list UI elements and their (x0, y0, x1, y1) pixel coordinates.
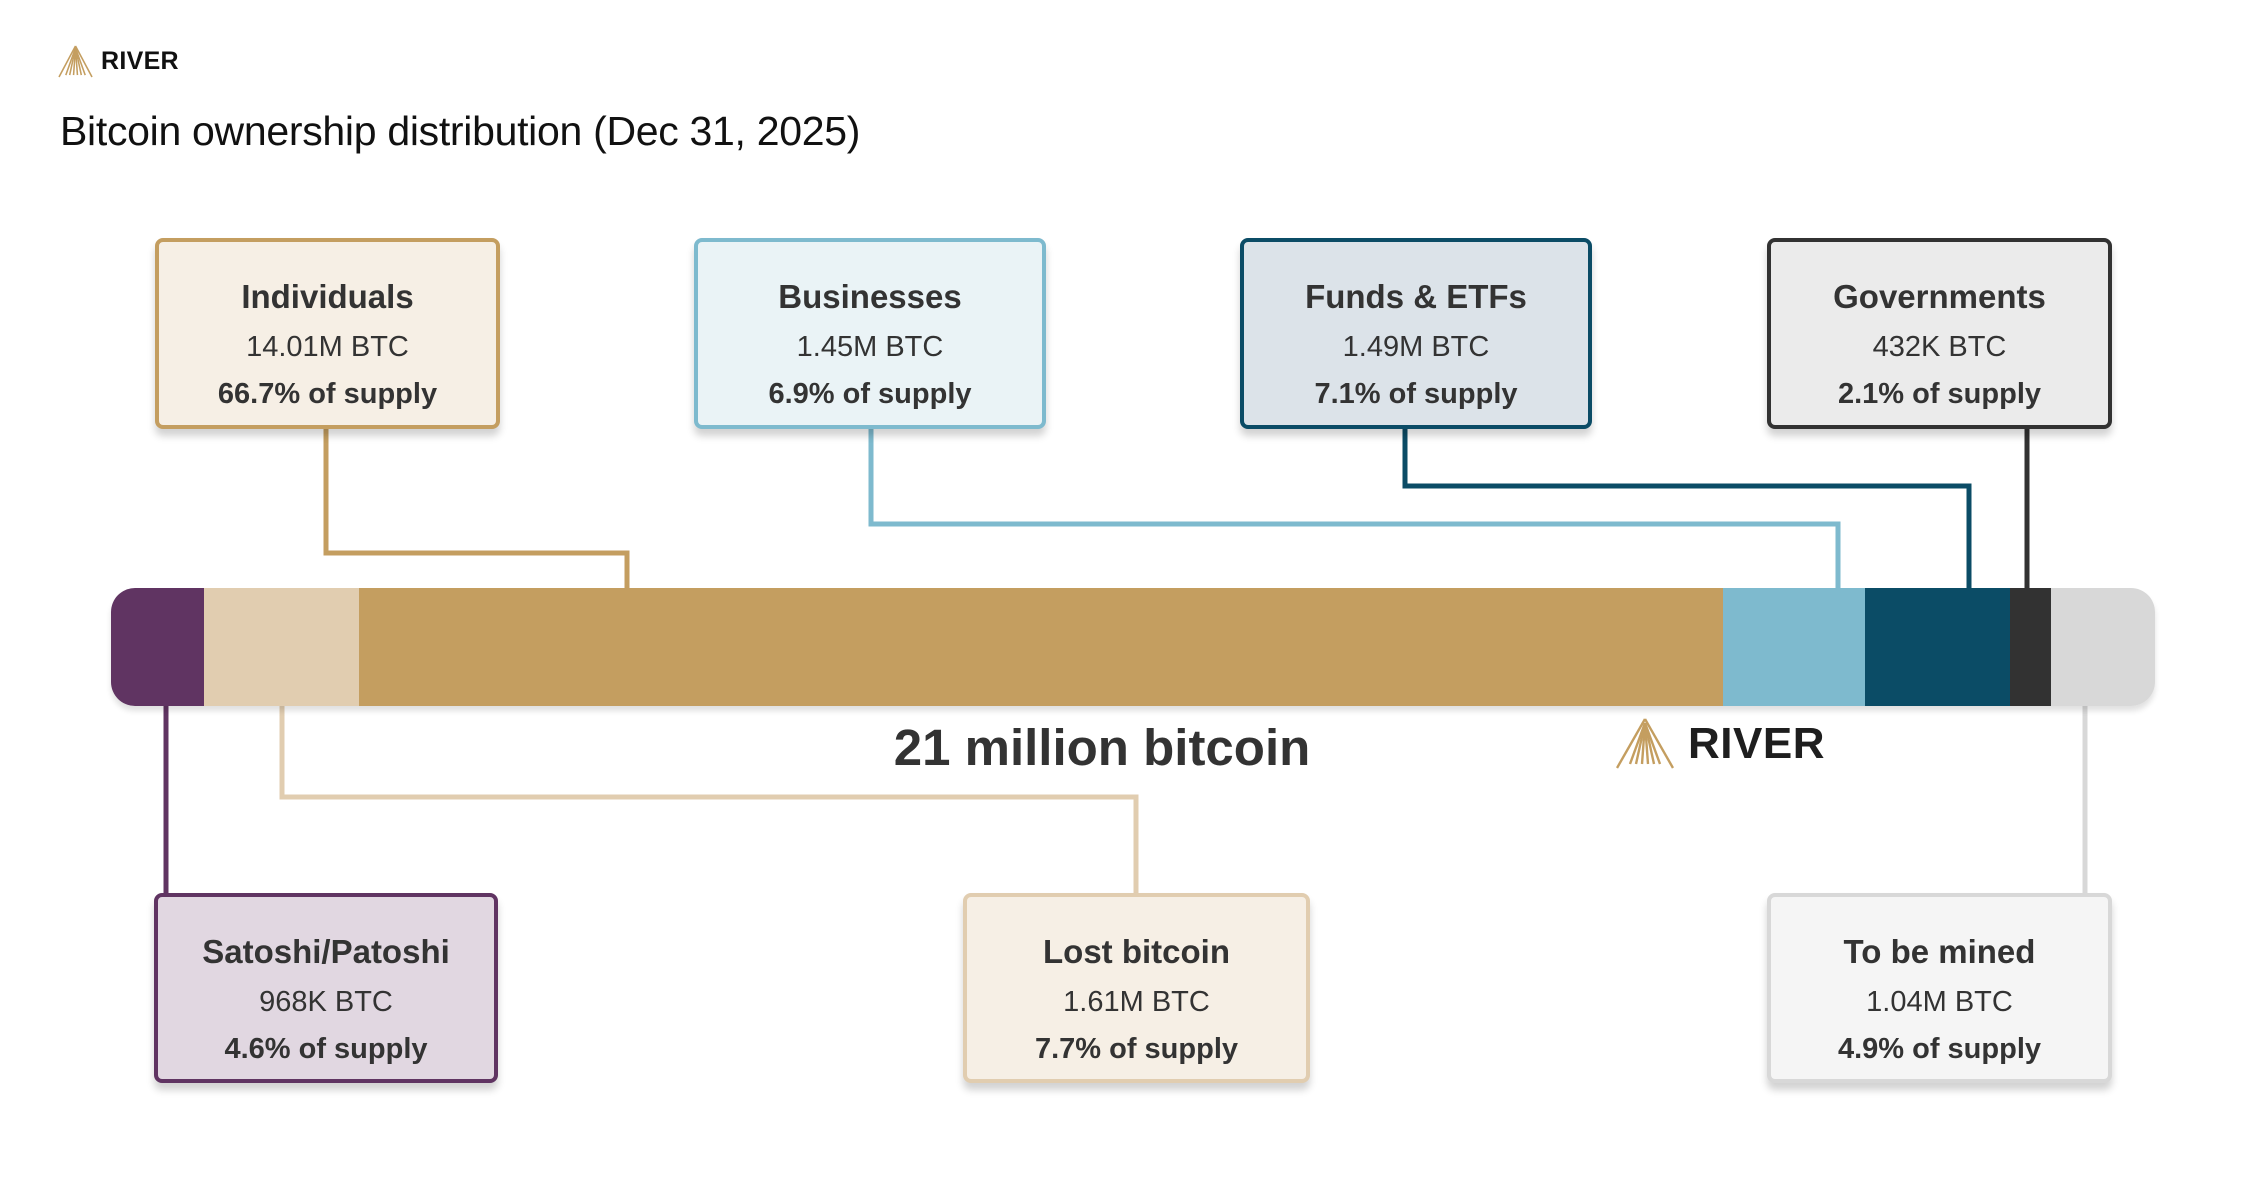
callout-share: 7.7% of supply (1034, 1033, 1239, 1065)
brand-watermark-name: RIVER (1688, 718, 1825, 768)
page-title: Bitcoin ownership distribution (Dec 31, … (60, 108, 861, 154)
bar-segment-lost (204, 588, 359, 706)
callout-title: Satoshi/Patoshi (202, 933, 450, 970)
callout-title: Funds & ETFs (1305, 278, 1527, 315)
callout-share: 66.7% of supply (217, 378, 438, 410)
callout-title: Governments (1833, 278, 2046, 315)
callout-amount: 432K BTC (1872, 331, 2007, 363)
connector-lost (279, 706, 1139, 893)
callout-to-be-mined: To be mined 1.04M BTC 4.9% of supply (1767, 893, 2112, 1083)
callout-share: 2.1% of supply (1837, 378, 2042, 410)
callout-share: 7.1% of supply (1314, 378, 1518, 410)
callout-individuals: Individuals 14.01M BTC 66.7% of supply (155, 238, 500, 429)
callout-title: Individuals (241, 278, 414, 315)
bar-segment-individuals (359, 588, 1723, 706)
callout-lost: Lost bitcoin 1.61M BTC 7.7% of supply (963, 893, 1310, 1083)
callout-amount: 14.01M BTC (246, 331, 409, 363)
brand-header: RIVER (58, 44, 179, 78)
callout-amount: 1.04M BTC (1866, 986, 2013, 1018)
callout-title: Lost bitcoin (1043, 933, 1230, 970)
bar-segment-satoshi (111, 588, 204, 706)
callout-funds: Funds & ETFs 1.49M BTC 7.1% of supply (1240, 238, 1592, 429)
total-supply-label: 21 million bitcoin (893, 719, 1311, 776)
callout-share: 4.9% of supply (1837, 1033, 2042, 1065)
bar-segment-businesses (1723, 588, 1865, 706)
river-logo-icon (58, 45, 93, 77)
callout-share: 6.9% of supply (768, 378, 972, 410)
supply-bar (111, 588, 2155, 706)
river-logo-icon (1616, 718, 1674, 769)
bar-segment-to-be-mined (2051, 588, 2155, 706)
callout-amount: 1.49M BTC (1342, 331, 1490, 363)
callout-title: Businesses (778, 278, 962, 315)
callout-amount: 968K BTC (259, 986, 393, 1018)
callout-amount: 1.61M BTC (1063, 986, 1210, 1018)
bar-segment-governments (2010, 588, 2051, 706)
callout-satoshi: Satoshi/Patoshi 968K BTC 4.6% of supply (154, 893, 498, 1083)
connector-funds (1402, 428, 1972, 588)
callout-governments: Governments 432K BTC 2.1% of supply (1767, 238, 2112, 429)
connector-businesses (868, 428, 1841, 588)
connector-individuals (323, 428, 630, 588)
brand-watermark: RIVER (1616, 718, 1825, 769)
callout-amount: 1.45M BTC (796, 331, 944, 363)
brand-name: RIVER (101, 46, 179, 75)
bar-segment-funds (1865, 588, 2010, 706)
callout-title: To be mined (1843, 933, 2036, 970)
callout-businesses: Businesses 1.45M BTC 6.9% of supply (694, 238, 1046, 429)
callout-share: 4.6% of supply (224, 1033, 428, 1065)
